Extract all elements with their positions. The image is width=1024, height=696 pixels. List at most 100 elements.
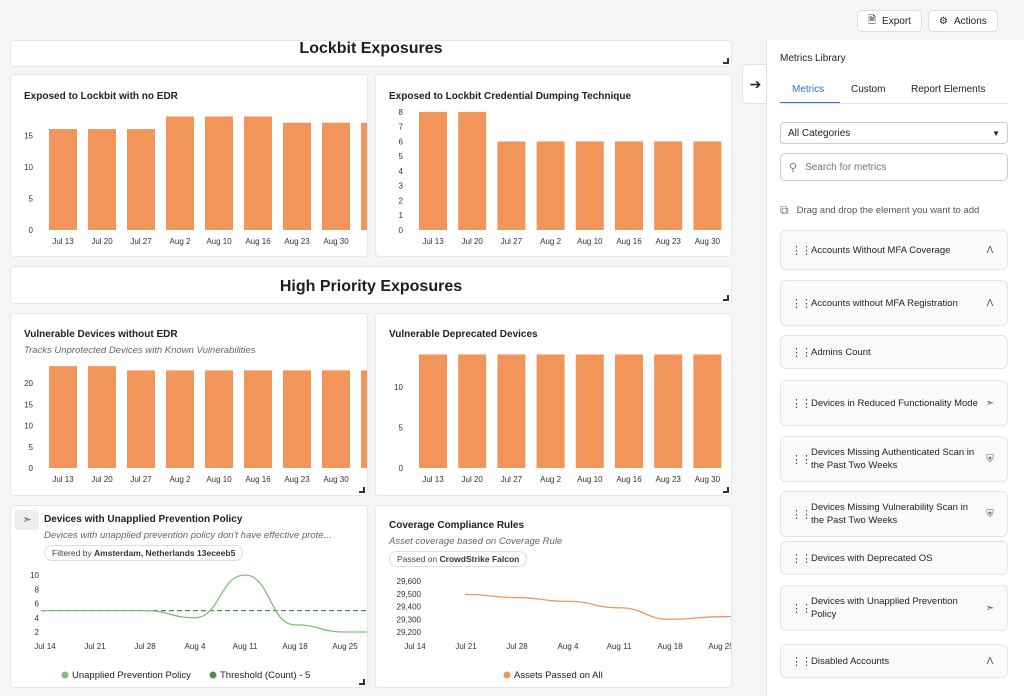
y-tick-label: 4 bbox=[399, 167, 404, 176]
drag-handle-icon[interactable]: ⋮⋮ bbox=[791, 655, 812, 668]
document-icon: 🗎 bbox=[868, 14, 877, 26]
y-tick-label: 20 bbox=[24, 379, 33, 388]
collapse-panel-button[interactable]: ➔ bbox=[742, 64, 768, 104]
section-header-high-priority: High Priority Exposures bbox=[10, 266, 732, 304]
tab-report-elements[interactable]: Report Elements bbox=[911, 84, 986, 95]
metric-label: Devices with Deprecated OS bbox=[811, 552, 933, 564]
x-tick-label: Jul 27 bbox=[501, 475, 523, 484]
drag-handle-icon[interactable]: ⋮⋮ bbox=[791, 244, 812, 257]
resize-handle[interactable] bbox=[723, 487, 729, 493]
metric-item[interactable]: ⋮⋮ Devices with Unapplied Prevention Poli… bbox=[780, 585, 1008, 631]
x-tick-label: Aug 23 bbox=[656, 237, 682, 246]
x-tick-label: Aug 23 bbox=[284, 475, 310, 484]
drag-handle-icon[interactable]: ⋮⋮ bbox=[791, 346, 812, 359]
y-tick-label: 0 bbox=[399, 226, 404, 235]
bar bbox=[361, 370, 367, 468]
y-tick-label: 10 bbox=[30, 571, 39, 580]
bar bbox=[166, 370, 194, 468]
card-title: Coverage Compliance Rules bbox=[389, 520, 525, 531]
search-input[interactable] bbox=[803, 160, 994, 174]
actions-button[interactable]: ⚙ Actions bbox=[928, 10, 998, 32]
drag-handle-icon[interactable]: ⋮⋮ bbox=[791, 552, 812, 565]
y-tick-label: 5 bbox=[399, 423, 404, 432]
azure-icon: Λ bbox=[986, 655, 994, 667]
y-tick-label: 0 bbox=[29, 226, 34, 235]
metric-item[interactable]: ⋮⋮ Devices with Deprecated OS bbox=[780, 541, 1008, 575]
bar bbox=[497, 354, 526, 468]
card-title: Vulnerable Deprecated Devices bbox=[389, 329, 538, 340]
drag-handle-icon[interactable]: ⋮⋮ bbox=[791, 397, 812, 410]
metric-item[interactable]: ⋮⋮ Devices Missing Authenticated Scan in … bbox=[780, 436, 1008, 482]
caret-down-icon: ▼ bbox=[992, 128, 1000, 138]
x-tick-label: Aug 23 bbox=[284, 237, 310, 246]
y-tick-label: 4 bbox=[35, 614, 40, 623]
x-tick-label: Aug 25 bbox=[708, 642, 732, 651]
legend-label: Unapplied Prevention Policy bbox=[72, 670, 191, 681]
bar bbox=[49, 129, 77, 230]
drag-handle-icon[interactable]: ⋮⋮ bbox=[791, 508, 812, 521]
metric-item[interactable]: ⋮⋮ Accounts Without MFA Coverage Λ bbox=[780, 230, 1008, 270]
x-tick-label: Aug 16 bbox=[245, 237, 271, 246]
drag-handle-icon[interactable]: ⋮⋮ bbox=[791, 602, 812, 615]
metric-item[interactable]: ⋮⋮ Devices Missing Vulnerability Scan in … bbox=[780, 491, 1008, 537]
y-tick-label: 10 bbox=[24, 163, 33, 172]
resize-handle[interactable] bbox=[359, 487, 365, 493]
shield-icon: ⛨ bbox=[986, 453, 994, 465]
x-tick-label: Aug 4 bbox=[558, 642, 579, 651]
tab-metrics[interactable]: Metrics bbox=[792, 84, 825, 95]
bar bbox=[654, 141, 683, 230]
metric-item[interactable]: ⋮⋮ Disabled Accounts Λ bbox=[780, 644, 1008, 678]
section-header-lockbit: Lockbit Exposures bbox=[10, 40, 732, 67]
series-line-assets bbox=[464, 593, 731, 620]
chip-prefix: Filtered by bbox=[52, 548, 95, 558]
export-button[interactable]: 🗎 Export bbox=[857, 10, 922, 32]
bar bbox=[283, 122, 311, 230]
chip-value: Amsterdam, Netherlands 13eceeb5 bbox=[94, 548, 236, 558]
metric-label: Devices Missing Authenticated Scan in th… bbox=[811, 447, 975, 471]
x-tick-label: Aug 30 bbox=[323, 237, 349, 246]
y-tick-label: 7 bbox=[399, 123, 404, 132]
bar-chart: 0 5 10 15 20 Jul 13 Jul 20 Jul 27 Aug 2 Aug 10 Aug… bbox=[24, 366, 367, 484]
x-tick-label: Jul 28 bbox=[506, 642, 528, 651]
drag-drop-hint: ⧉ Drag and drop the element you want to … bbox=[780, 203, 979, 218]
metric-item[interactable]: ⋮⋮ Accounts without MFA Registration Λ bbox=[780, 280, 1008, 326]
y-tick-label: 3 bbox=[399, 182, 404, 191]
line-chart: 29,200 29,300 29,400 29,500 29,600 Jul 14 Jul … bbox=[397, 577, 732, 681]
x-tick-label: Aug 30 bbox=[695, 475, 721, 484]
y-tick-label: 0 bbox=[399, 464, 404, 473]
filter-chip: Passed on CrowdStrike Falcon bbox=[389, 551, 528, 567]
y-tick-label: 6 bbox=[399, 137, 404, 146]
card-unapplied-prevention-policy: ➣ Devices with Unapplied Prevention Poli… bbox=[10, 505, 368, 688]
resize-handle[interactable] bbox=[359, 679, 365, 685]
chip-value: CrowdStrike Falcon bbox=[439, 554, 520, 564]
resize-handle[interactable] bbox=[723, 58, 729, 64]
x-tick-label: Jul 20 bbox=[91, 237, 113, 246]
x-tick-label: Aug 2 bbox=[540, 237, 561, 246]
x-tick-label: Aug 2 bbox=[540, 475, 561, 484]
metric-item[interactable]: ⋮⋮ Admins Count bbox=[780, 335, 1008, 369]
bar bbox=[283, 370, 311, 468]
y-tick-label: 0 bbox=[29, 464, 34, 473]
panel-title: Metrics Library bbox=[780, 53, 846, 64]
x-tick-label: Aug 30 bbox=[323, 475, 349, 484]
resize-handle[interactable] bbox=[723, 295, 729, 301]
bar bbox=[127, 129, 155, 230]
tab-custom[interactable]: Custom bbox=[851, 84, 886, 95]
category-select[interactable]: All Categories ▼ bbox=[780, 122, 1008, 144]
bar bbox=[615, 354, 643, 468]
y-tick-label: 10 bbox=[394, 383, 403, 392]
x-tick-label: Aug 16 bbox=[616, 475, 642, 484]
hint-text: Drag and drop the element you want to ad… bbox=[796, 205, 980, 216]
metric-label: Disabled Accounts bbox=[811, 655, 890, 667]
metric-label: Accounts without MFA Registration bbox=[811, 297, 958, 309]
drag-handle-icon[interactable]: ⋮⋮ bbox=[791, 297, 812, 310]
x-tick-label: Aug 30 bbox=[695, 237, 721, 246]
category-select-value: All Categories bbox=[788, 127, 851, 139]
metric-item[interactable]: ⋮⋮ Devices in Reduced Functionality Mode ➣ bbox=[780, 380, 1008, 426]
y-tick-label: 29,400 bbox=[397, 603, 422, 612]
card-title: Exposed to Lockbit with no EDR bbox=[24, 91, 178, 102]
bar bbox=[361, 122, 367, 230]
search-icon: ⚲ bbox=[789, 161, 798, 174]
drag-handle-icon[interactable]: ⋮⋮ bbox=[791, 453, 812, 466]
x-tick-label: Aug 4 bbox=[185, 642, 206, 651]
